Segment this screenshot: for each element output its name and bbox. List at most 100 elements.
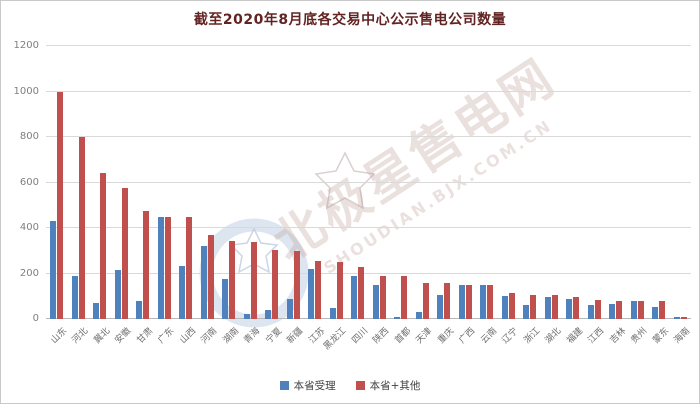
- bar-本省+其他-江苏: [315, 261, 322, 319]
- bar-本省+其他-福建: [573, 297, 580, 319]
- bar-group-重庆: [433, 46, 455, 319]
- bar-本省受理-浙江: [523, 305, 530, 319]
- bar-本省受理-新疆: [286, 298, 293, 319]
- x-axis-label: 青海: [242, 326, 263, 346]
- x-axis-label: 福建: [565, 326, 585, 346]
- legend-label: 本省受理: [293, 380, 336, 392]
- bar-本省受理-四川: [351, 275, 358, 319]
- chart-title: 截至2020年8月底各交易中心公示售电公司数量: [193, 12, 507, 28]
- bar-group-云南: [476, 46, 498, 319]
- bar-group-广东: [154, 46, 176, 319]
- bar-group-湖北: [541, 46, 563, 319]
- bar-本省+其他-广西: [465, 284, 472, 319]
- bar-group-山东: [46, 46, 68, 319]
- y-axis-label: 1200: [13, 40, 39, 51]
- x-axis-label: 蒙东: [651, 326, 671, 346]
- bar-本省受理-贵州: [630, 300, 637, 319]
- bar-group-黑龙江: [326, 46, 348, 319]
- x-axis-label: 云南: [479, 326, 499, 346]
- bar-本省+其他-河北: [78, 137, 85, 319]
- bar-本省+其他-海南: [680, 316, 687, 319]
- gridline-600: [46, 181, 691, 183]
- bar-本省+其他-冀北: [100, 173, 107, 319]
- y-axis-label: 0: [32, 313, 39, 324]
- x-axis-label: 甘肃: [135, 326, 155, 346]
- bar-本省+其他-安徽: [121, 188, 128, 319]
- legend: 本省受理 本省+其他: [1, 378, 699, 393]
- bar-本省+其他-河南: [207, 234, 214, 319]
- x-axis-label: 新疆: [285, 326, 306, 346]
- bar-本省受理-冀北: [93, 303, 100, 319]
- bar-group-辽宁: [498, 46, 520, 319]
- gridline-800: [46, 136, 691, 137]
- x-axis-label: 浙江: [522, 326, 542, 346]
- bar-本省+其他-山东: [57, 91, 64, 319]
- bar-本省受理-天津: [415, 312, 422, 319]
- x-axis-label: 辽宁: [500, 326, 521, 346]
- bar-本省受理-湖南: [222, 279, 229, 319]
- bar-本省受理-山东: [50, 221, 57, 319]
- y-axis-label: 400: [19, 222, 39, 233]
- gridline-1200: [46, 45, 691, 46]
- x-axis-label: 山西: [178, 326, 198, 346]
- bar-本省受理-青海: [243, 314, 250, 319]
- bar-group-天津: [412, 46, 434, 319]
- bar-本省受理-福建: [566, 298, 573, 319]
- bar-本省+其他-浙江: [530, 295, 537, 319]
- x-axis-label: 四川: [350, 326, 370, 346]
- bar-本省受理-江西: [587, 305, 594, 319]
- bar-本省+其他-新疆: [293, 250, 300, 319]
- bar-本省+其他-黑龙江: [336, 262, 343, 319]
- bar-本省受理-吉林: [609, 304, 616, 319]
- bar-group-河北: [68, 46, 90, 319]
- x-axis-label: 江西: [586, 326, 607, 346]
- bar-本省+其他-云南: [487, 284, 494, 319]
- bar-本省+其他-甘肃: [143, 210, 150, 319]
- bar-group-河南: [197, 46, 219, 319]
- x-axis-label: 湖南: [221, 326, 241, 346]
- legend-item-本省受理: 本省受理: [279, 378, 336, 393]
- bar-本省+其他-首都: [401, 275, 408, 319]
- bar-本省受理-河南: [200, 246, 207, 319]
- legend-item-本省+其他: 本省+其他: [355, 378, 420, 393]
- x-axis-label: 河北: [70, 326, 91, 346]
- bar-本省+其他-湖北: [551, 295, 558, 319]
- x-axis-label: 湖北: [543, 326, 564, 346]
- bar-本省受理-宁夏: [265, 309, 272, 319]
- x-axis-label: 河南: [199, 326, 220, 346]
- bar-本省受理-云南: [480, 284, 487, 319]
- bar-本省+其他-天津: [422, 282, 429, 319]
- bar-本省受理-首都: [394, 316, 401, 319]
- bar-group-安徽: [111, 46, 133, 319]
- x-axis-label: 冀北: [92, 326, 112, 346]
- bar-group-福建: [562, 46, 584, 319]
- bar-group-甘肃: [132, 46, 154, 319]
- bar-本省+其他-江西: [594, 299, 601, 319]
- bar-group-山西: [175, 46, 197, 319]
- x-axis-label: 安徽: [113, 326, 134, 346]
- x-axis-label: 广东: [156, 326, 177, 346]
- gridline-200: [46, 272, 691, 274]
- legend-swatch: [355, 381, 365, 390]
- bar-group-江西: [584, 46, 606, 319]
- bar-group-贵州: [627, 46, 649, 319]
- bar-本省受理-山西: [179, 265, 186, 319]
- bar-group-浙江: [519, 46, 541, 319]
- x-axis-label: 海南: [672, 326, 693, 346]
- bar-group-江苏: [304, 46, 326, 319]
- bar-本省+其他-重庆: [444, 282, 451, 319]
- bar-group-湖南: [218, 46, 240, 319]
- bar-本省受理-广东: [157, 216, 164, 319]
- bar-本省受理-江苏: [308, 268, 315, 319]
- x-axis-label: 首都: [393, 326, 413, 346]
- bar-group-海南: [670, 46, 692, 319]
- bar-本省受理-湖北: [544, 297, 551, 319]
- x-axis-label: 广西: [457, 326, 478, 346]
- bar-本省+其他-湖南: [229, 240, 236, 319]
- bar-group-广西: [455, 46, 477, 319]
- bar-本省+其他-青海: [250, 241, 257, 319]
- x-axis-label: 宁夏: [264, 326, 284, 346]
- x-axis-label: 山东: [49, 326, 69, 346]
- bar-本省+其他-蒙东: [659, 300, 666, 319]
